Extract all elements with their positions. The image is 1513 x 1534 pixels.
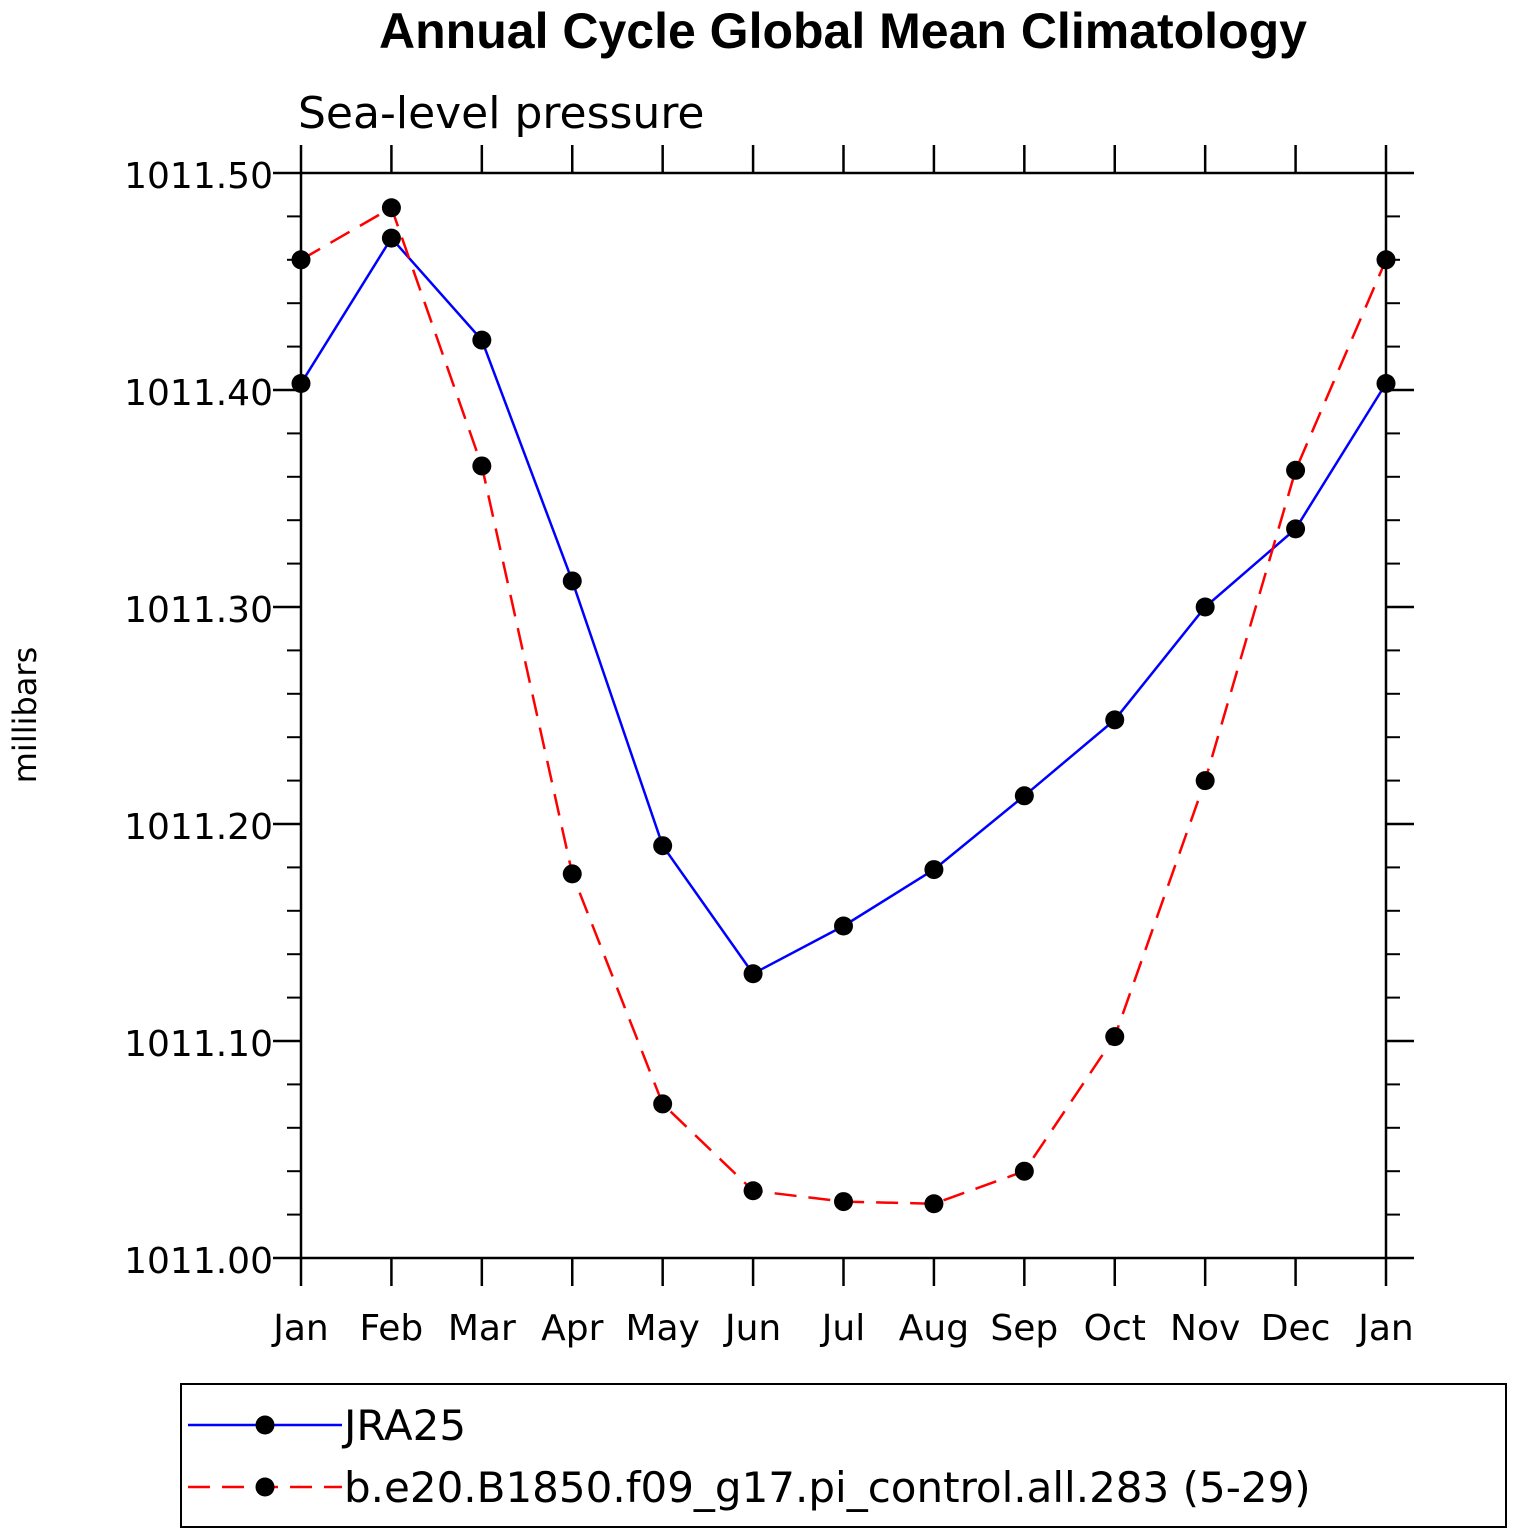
x-tick-label: Dec xyxy=(1261,1308,1331,1349)
legend-label: JRA25 xyxy=(341,1401,466,1450)
x-tick-label: Jun xyxy=(723,1308,781,1349)
data-point xyxy=(743,964,763,984)
data-point xyxy=(1014,1161,1034,1181)
data-point xyxy=(1376,250,1396,270)
y-tick-label: 1011.30 xyxy=(124,590,273,631)
x-tick-label: Jan xyxy=(271,1308,329,1349)
legend-box xyxy=(180,1383,1507,1528)
y-axis-label: millibars xyxy=(6,647,44,783)
y-tick-label: 1011.50 xyxy=(124,156,273,197)
data-point xyxy=(562,571,582,591)
chart-title: Annual Cycle Global Mean Climatology xyxy=(379,3,1307,59)
data-point xyxy=(1286,519,1306,539)
legend-entry: b.e20.B1850.f09_g17.pi_control.all.283 (… xyxy=(188,1463,1311,1512)
legend: JRA25 b.e20.B1850.f09_g17.pi_control.all.… xyxy=(180,1383,1507,1528)
series-line xyxy=(300,205,1388,1206)
data-point xyxy=(743,1181,763,1201)
data-point xyxy=(562,864,582,884)
series-2 xyxy=(291,198,1396,1214)
x-tick-label: Feb xyxy=(360,1308,424,1349)
data-point xyxy=(291,250,311,270)
legend-entry: JRA25 xyxy=(188,1401,466,1450)
data-point xyxy=(1376,373,1396,393)
data-point xyxy=(1286,460,1306,480)
x-tick-label: May xyxy=(625,1308,699,1349)
data-point xyxy=(653,836,673,856)
legend-entries: JRA25 b.e20.B1850.f09_g17.pi_control.all.… xyxy=(188,1401,1311,1512)
data-point xyxy=(834,1192,853,1212)
y-tick-label: 1011.00 xyxy=(124,1241,273,1282)
x-tick-label: Nov xyxy=(1170,1308,1240,1349)
data-point xyxy=(1105,1027,1125,1047)
data-point xyxy=(381,198,401,218)
data-point xyxy=(1195,771,1215,791)
data-point xyxy=(653,1094,673,1114)
x-axis: Jan Feb Mar Apr May Jun Jul Aug Sep Oct Nov Dec Jan xyxy=(271,145,1414,1349)
x-tick-label: Apr xyxy=(541,1308,603,1349)
y-tick-label: 1011.40 xyxy=(124,373,273,414)
data-point xyxy=(381,228,401,248)
y-axis: 1011.00 1011.10 1011.20 1011.30 1011.40 1011.… xyxy=(124,156,1414,1282)
data-point xyxy=(1195,597,1215,617)
x-tick-label: Mar xyxy=(448,1308,516,1349)
y-tick-label: 1011.10 xyxy=(124,1024,273,1065)
legend-marker xyxy=(255,1477,275,1497)
data-point xyxy=(472,456,492,476)
legend-label: b.e20.B1850.f09_g17.pi_control.all.283 (… xyxy=(344,1463,1311,1512)
data-point xyxy=(291,373,311,393)
data-point xyxy=(1014,786,1034,806)
x-tick-label: Oct xyxy=(1084,1308,1146,1349)
legend-marker xyxy=(255,1415,275,1435)
data-point xyxy=(1105,710,1125,730)
x-tick-label: Jul xyxy=(820,1308,865,1349)
data-point xyxy=(924,1194,944,1214)
y-tick-label: 1011.20 xyxy=(124,807,273,848)
data-point xyxy=(834,916,853,936)
chart-subtitle: Sea-level pressure xyxy=(298,88,705,139)
data-point xyxy=(924,860,944,880)
x-tick-label: Jan xyxy=(1356,1308,1414,1349)
x-tick-label: Aug xyxy=(899,1308,969,1349)
series-layer xyxy=(291,198,1396,1214)
data-point xyxy=(472,330,492,350)
series-1 xyxy=(291,228,1396,984)
x-tick-label: Sep xyxy=(990,1308,1058,1349)
series-line xyxy=(299,236,1388,976)
